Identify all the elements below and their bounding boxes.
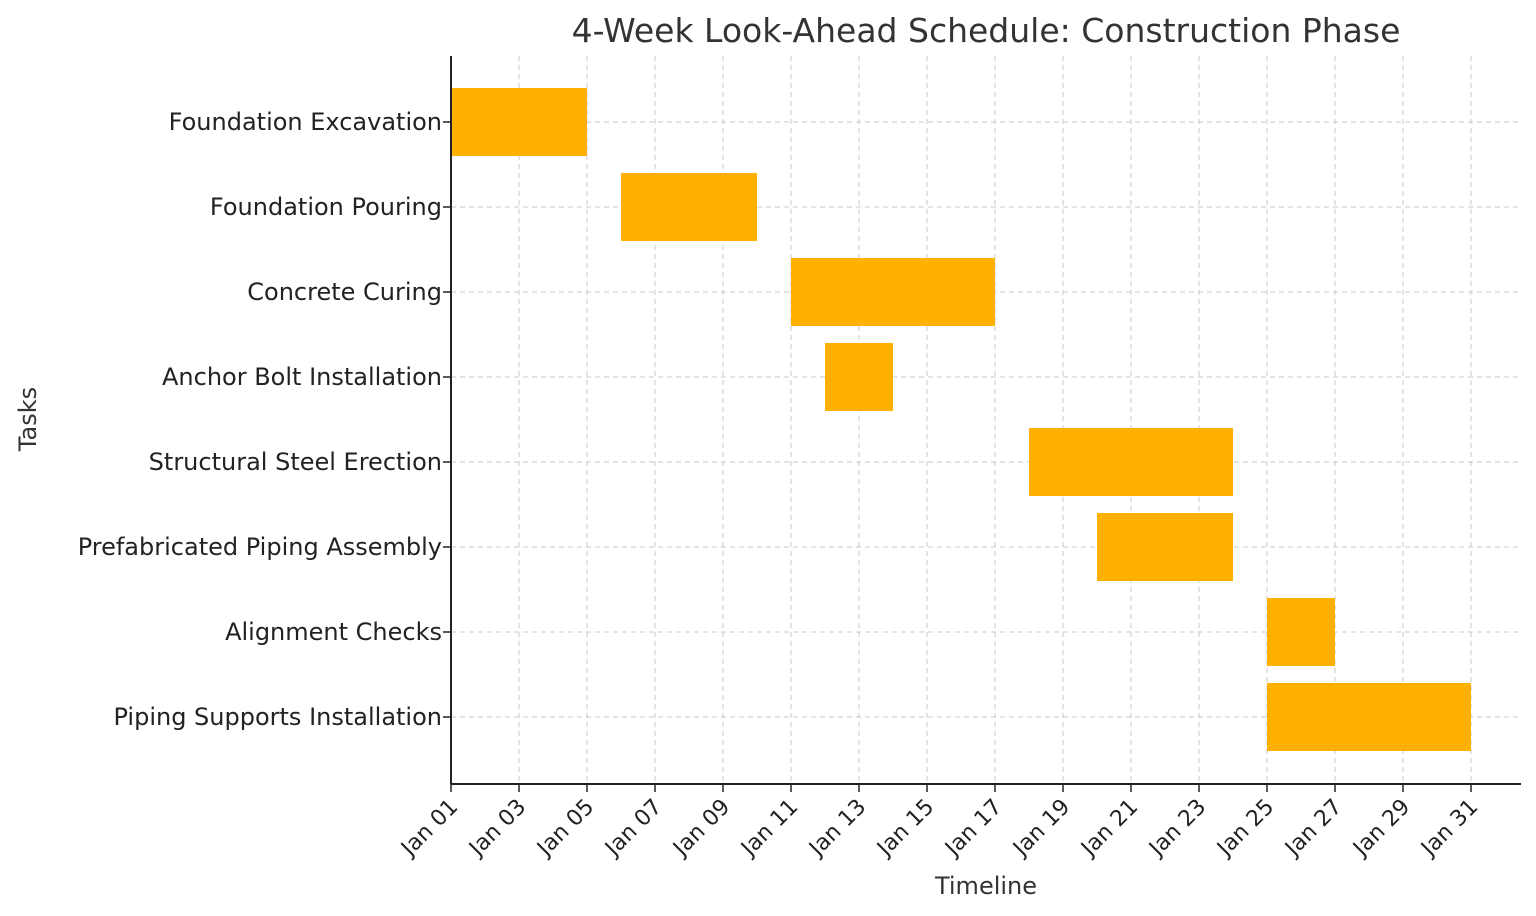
x-tick-label: Jan 01 bbox=[395, 795, 463, 863]
axes bbox=[443, 56, 1521, 792]
task-bar bbox=[1267, 683, 1471, 751]
task-bar bbox=[1267, 598, 1335, 666]
task-label: Structural Steel Erection bbox=[149, 448, 442, 476]
task-label: Prefabricated Piping Assembly bbox=[78, 533, 442, 561]
x-tick-label: Jan 27 bbox=[1279, 795, 1347, 863]
x-tick-label: Jan 11 bbox=[735, 795, 803, 863]
task-bar bbox=[825, 343, 893, 411]
x-tick-label: Jan 09 bbox=[667, 795, 735, 863]
x-tick-label: Jan 05 bbox=[531, 795, 599, 863]
x-tick-label: Jan 23 bbox=[1143, 795, 1211, 863]
task-bars bbox=[451, 88, 1471, 751]
task-label: Foundation Pouring bbox=[210, 193, 442, 221]
task-bar bbox=[621, 173, 757, 241]
x-tick-label: Jan 15 bbox=[871, 795, 939, 863]
task-bar bbox=[1029, 428, 1233, 496]
x-tick-label: Jan 17 bbox=[939, 795, 1007, 863]
y-axis-label: Tasks bbox=[14, 387, 42, 452]
grid bbox=[450, 56, 1521, 784]
task-label: Piping Supports Installation bbox=[113, 703, 442, 731]
x-tick-label: Jan 19 bbox=[1007, 795, 1075, 863]
x-tick-label: Jan 03 bbox=[463, 795, 531, 863]
x-tick-label: Jan 29 bbox=[1347, 795, 1415, 863]
task-bar bbox=[791, 258, 995, 326]
x-axis-label: Timeline bbox=[934, 872, 1037, 900]
task-label: Foundation Excavation bbox=[169, 108, 442, 136]
task-bar bbox=[1097, 513, 1233, 581]
x-tick-label: Jan 31 bbox=[1415, 795, 1483, 863]
x-tick-label: Jan 13 bbox=[803, 795, 871, 863]
task-label: Concrete Curing bbox=[247, 278, 442, 306]
task-bar bbox=[451, 88, 587, 156]
x-tick-label: Jan 21 bbox=[1075, 795, 1143, 863]
x-tick-label: Jan 07 bbox=[599, 795, 667, 863]
chart-title: 4-Week Look-Ahead Schedule: Construction… bbox=[572, 11, 1401, 50]
x-tick-label: Jan 25 bbox=[1211, 795, 1279, 863]
task-label: Alignment Checks bbox=[225, 618, 442, 646]
task-label: Anchor Bolt Installation bbox=[162, 363, 442, 391]
